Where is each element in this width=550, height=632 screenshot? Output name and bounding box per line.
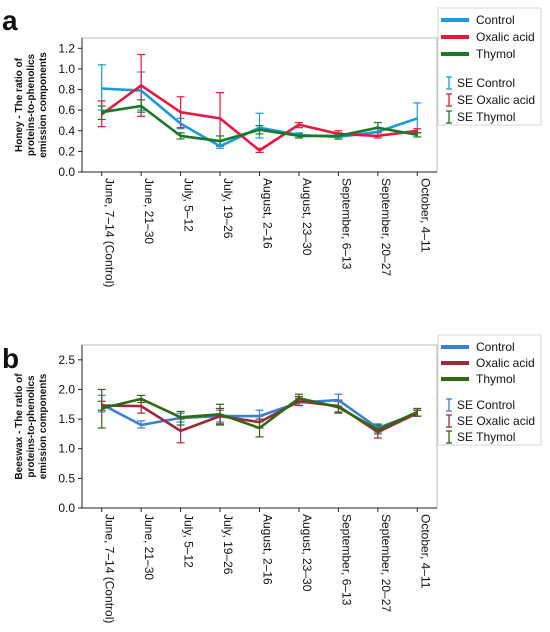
legend-se-label: SE Oxalic acid: [457, 414, 535, 428]
x-tick-label: October, 4–11: [418, 514, 432, 589]
legend-label: Control: [476, 340, 515, 354]
legend-label: Thymol: [476, 47, 515, 61]
x-tick-label: June, 21–30: [142, 178, 156, 244]
series-line-control: [101, 87, 418, 148]
x-tick-label: June, 7–14 (Control): [103, 178, 117, 287]
panel-b: b 0.0 0.5 1.0 1.5 2.0 2.5 June, 7–14 (Control) J…: [2, 334, 542, 623]
y-tick-label: 0.6: [58, 103, 75, 117]
y-axis-title-line: emission components: [38, 373, 49, 479]
legend-label: Thymol: [476, 372, 515, 386]
x-tick-label: October, 4–11: [418, 178, 432, 253]
panel-a: a 0.0 0.2 0.4 0.6 0.8 1.0 1.2 June, 7–14 (Contro…: [2, 5, 542, 287]
x-tick-label: August, 23–30: [300, 178, 314, 256]
y-tick-label: 0.8: [58, 83, 75, 97]
series-line-thymol: [101, 104, 418, 143]
series-line-control: [101, 398, 418, 430]
y-axis-title-line: proteins-to-phenolics: [26, 375, 37, 478]
legend-label: Oxalic acid: [476, 356, 535, 370]
legend-se-label: SE Oxalic acid: [457, 93, 535, 107]
y-axis-title: Beeswax - The ratio ofproteins-to-phenol…: [14, 373, 49, 480]
legend-frame: [437, 334, 542, 446]
series-line-thymol: [101, 396, 418, 432]
legend-label: Oxalic acid: [476, 30, 535, 44]
x-tick-label: August, 2–16: [261, 514, 275, 585]
y-tick-label: 0.2: [58, 144, 75, 158]
x-tick-label: September, 20–27: [379, 178, 393, 276]
legend-se-label: SE Control: [457, 398, 515, 412]
y-axis-title-line: Beeswax - The ratio of: [14, 373, 25, 480]
x-tick-label: September, 20–27: [379, 514, 393, 612]
x-tick-label: August, 2–16: [261, 178, 275, 249]
legend-label: Control: [476, 13, 515, 27]
x-tick-label: June, 21–30: [142, 514, 156, 580]
x-tick-label: June, 7–14 (Control): [103, 514, 117, 623]
y-tick-label: 0.0: [58, 501, 75, 515]
legend-se-label: SE Thymol: [457, 110, 515, 124]
y-axis-title-line: proteins-to-phenolics: [26, 53, 37, 156]
y-tick-label: 2.0: [58, 382, 75, 396]
y-tick-label: 0.4: [58, 124, 75, 138]
y-axis-title: Honey - The ratio ofproteins-to-phenolic…: [14, 52, 49, 158]
x-tick-label: September, 6–13: [339, 178, 353, 270]
x-tick-label: July, 19–26: [221, 514, 235, 575]
x-tick-label: July, 19–26: [221, 178, 235, 239]
y-tick-label: 1.2: [58, 41, 75, 55]
y-tick-label: 0.5: [58, 471, 75, 485]
y-tick-label: 1.5: [58, 412, 75, 426]
y-tick-label: 2.5: [58, 353, 75, 367]
x-tick-label: September, 6–13: [339, 514, 353, 606]
y-axis-title-line: Honey - The ratio of: [14, 57, 25, 152]
x-tick-label: July, 5–12: [182, 514, 196, 568]
series-line-oxalic-acid: [100, 84, 418, 152]
panel-label: b: [2, 343, 19, 374]
legend-se-label: SE Thymol: [457, 430, 515, 444]
x-tick-label: August, 23–30: [300, 514, 314, 592]
y-tick-label: 0.0: [58, 165, 75, 179]
y-tick-label: 1.0: [58, 442, 75, 456]
y-tick-label: 1.0: [58, 62, 75, 76]
y-axis-title-line: emission components: [38, 52, 49, 158]
x-tick-label: July, 5–12: [182, 178, 196, 232]
panel-label: a: [2, 5, 18, 36]
legend-se-label: SE Control: [457, 76, 515, 90]
legend-frame: [437, 7, 542, 126]
